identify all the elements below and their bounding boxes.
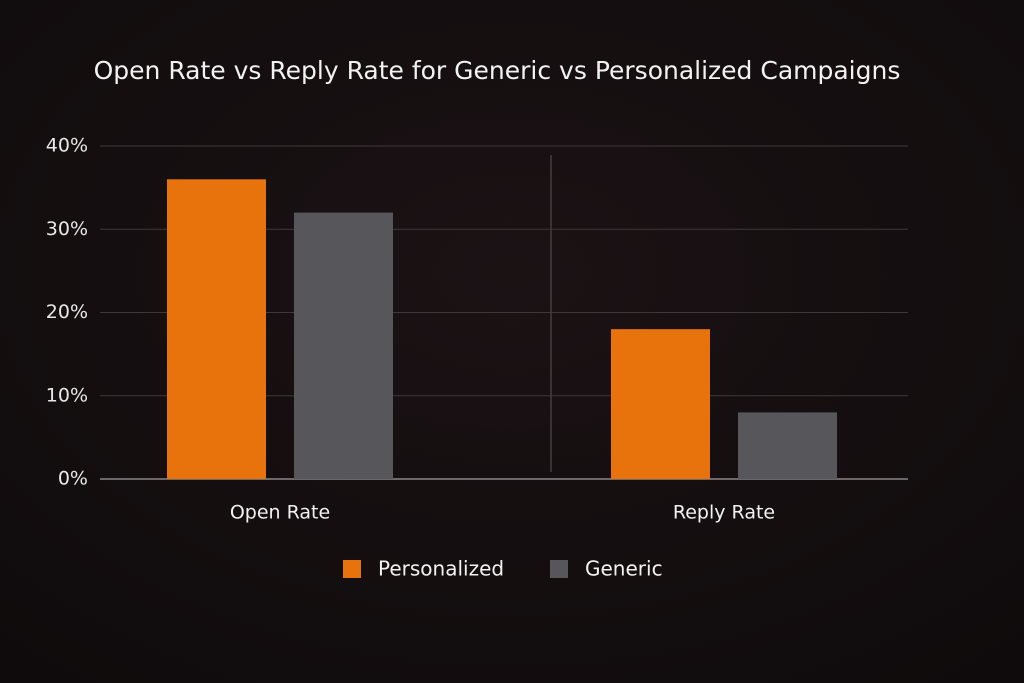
- x-tick-label: Open Rate: [230, 502, 330, 524]
- legend-swatch: [550, 560, 568, 578]
- legend-swatch: [343, 560, 361, 578]
- y-tick-label: 0%: [58, 468, 88, 490]
- y-tick-label: 30%: [46, 218, 88, 240]
- legend-label: Personalized: [378, 557, 504, 581]
- y-tick-label: 20%: [46, 301, 88, 323]
- bar: [738, 412, 837, 479]
- y-tick-label: 40%: [46, 135, 88, 157]
- bar: [611, 329, 710, 479]
- legend-label: Generic: [585, 557, 663, 581]
- bar: [294, 212, 393, 479]
- bar: [167, 179, 266, 480]
- x-tick-label: Reply Rate: [673, 502, 775, 524]
- y-tick-label: 10%: [46, 384, 88, 406]
- chart-title: Open Rate vs Reply Rate for Generic vs P…: [94, 56, 901, 85]
